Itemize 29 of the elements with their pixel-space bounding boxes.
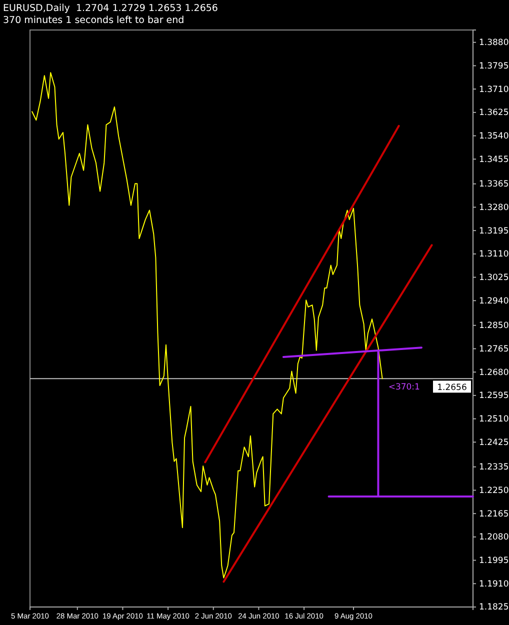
y-tick-label: 1.1910: [479, 579, 509, 590]
chart-subtitle: 370 minutes 1 seconds left to bar end: [3, 15, 184, 26]
y-tick-label: 1.2165: [479, 509, 509, 520]
y-tick-label: 1.1825: [479, 602, 509, 613]
y-tick-label: 1.3710: [479, 84, 509, 95]
chart-title: EURUSD,Daily 1.2704 1.2729 1.2653 1.2656: [3, 3, 218, 14]
y-tick-label: 1.3455: [479, 154, 509, 165]
y-tick-label: 1.3540: [479, 132, 509, 142]
y-tick-label: 1.2510: [479, 414, 509, 425]
y-tick-label: 1.3195: [479, 226, 509, 236]
y-tick-label: 1.2765: [479, 344, 509, 354]
annotation: <370:1: [388, 382, 420, 393]
y-tick-label: 1.3110: [479, 250, 509, 260]
y-tick-label: 1.3365: [479, 180, 509, 190]
ref-line-label: 1.2656: [437, 383, 467, 394]
y-tick-label: 1.3025: [479, 273, 509, 284]
y-tick-label: 1.2335: [479, 462, 509, 473]
y-tick-label: 1.2080: [479, 532, 509, 543]
y-tick-label: 1.3280: [479, 202, 509, 213]
y-tick-label: 1.2250: [479, 486, 509, 496]
y-tick-label: 1.1995: [479, 556, 509, 566]
y-tick-label: 1.2940: [479, 296, 509, 306]
y-tick-label: 1.2595: [479, 391, 509, 402]
y-tick-label: 1.3880: [479, 38, 509, 48]
y-tick-label: 1.2680: [479, 368, 509, 378]
y-tick-label: 1.2850: [479, 321, 509, 332]
y-tick-label: 1.2425: [479, 438, 509, 448]
y-tick-label: 1.3625: [479, 108, 509, 118]
y-tick-label: 1.3795: [479, 61, 509, 72]
